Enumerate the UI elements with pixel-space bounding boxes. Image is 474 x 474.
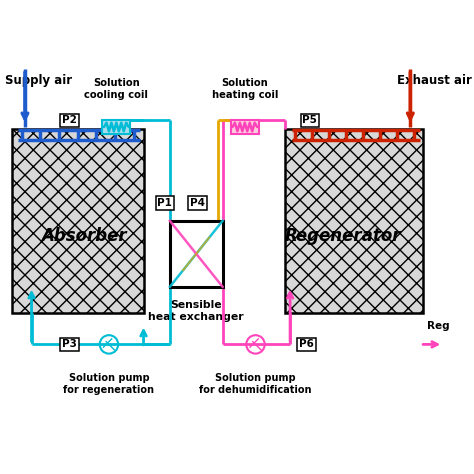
Text: Regenerator: Regenerator <box>285 227 401 245</box>
Bar <box>170 221 223 287</box>
Bar <box>285 128 423 313</box>
Text: Solution pump
for regeneration: Solution pump for regeneration <box>64 374 155 395</box>
Text: P5: P5 <box>302 116 317 126</box>
Text: P1: P1 <box>157 198 173 208</box>
Text: Solution
heating coil: Solution heating coil <box>211 78 278 100</box>
Text: Exhaust air: Exhaust air <box>397 74 472 87</box>
Text: P2: P2 <box>62 116 77 126</box>
Text: P6: P6 <box>299 339 314 349</box>
Bar <box>231 119 259 135</box>
Text: Solution
cooling coil: Solution cooling coil <box>84 78 148 100</box>
Text: Supply air: Supply air <box>5 74 73 87</box>
Text: P4: P4 <box>191 198 205 208</box>
Text: P3: P3 <box>62 339 77 349</box>
Bar <box>12 128 144 313</box>
Text: Reg: Reg <box>427 321 449 331</box>
Text: Absorber: Absorber <box>41 227 127 245</box>
Bar <box>102 119 130 135</box>
Text: Sensible
heat exchanger: Sensible heat exchanger <box>148 300 244 321</box>
Text: Solution pump
for dehumidification: Solution pump for dehumidification <box>199 374 312 395</box>
